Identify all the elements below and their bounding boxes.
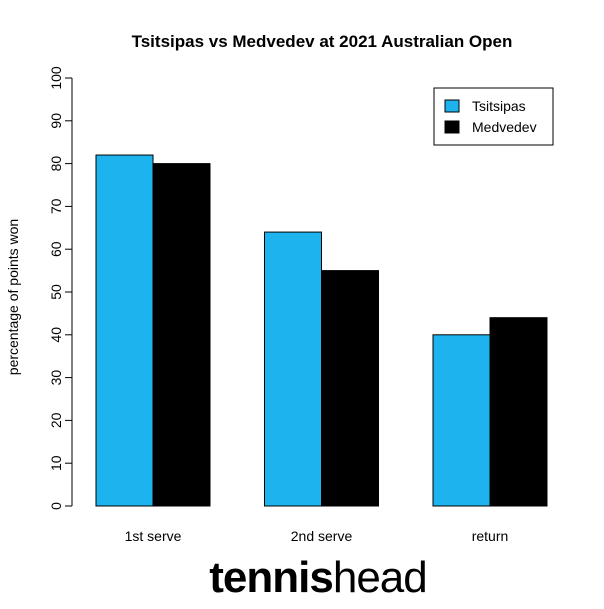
y-axis: 0 10 20 30 40 50 60 70 80 90 100: [48, 66, 73, 510]
bar-tsitsipas-3: [432, 334, 491, 507]
y-tick-label: 60: [48, 241, 64, 257]
y-tick-label: 90: [48, 113, 64, 129]
tennishead-logo: tennishead: [209, 553, 427, 602]
y-tick-label: 20: [48, 412, 64, 428]
y-tick-label: 100: [48, 66, 64, 90]
legend-swatch-medvedev: [444, 120, 460, 134]
y-tick-label: 70: [48, 198, 64, 214]
x-tick-labels: 1st serve 2nd serve return: [125, 528, 509, 544]
y-tick-label: 10: [48, 455, 64, 471]
legend-label-medvedev: Medvedev: [472, 119, 537, 135]
legend-label-tsitsipas: Tsitsipas: [472, 98, 526, 114]
bar-tsitsipas-1: [95, 154, 154, 507]
logo-text: tennishead: [209, 553, 426, 602]
bar-medvedev-2: [321, 270, 379, 507]
y-tick-label: 30: [48, 370, 64, 386]
bars: [95, 154, 548, 507]
y-tick-label: 50: [48, 284, 64, 300]
legend: Tsitsipas Medvedev: [433, 87, 554, 146]
chart-title: Tsitsipas vs Medvedev at 2021 Australian…: [132, 32, 513, 51]
bar-tsitsipas-2: [264, 231, 322, 507]
logo-part-2: head: [333, 553, 427, 602]
legend-box: [433, 87, 554, 146]
x-tick-label: 1st serve: [125, 528, 182, 544]
y-tick-label: 80: [48, 156, 64, 172]
legend-swatch-tsitsipas: [444, 99, 460, 113]
logo-part-1: tennis: [209, 553, 333, 602]
bar-medvedev-1: [152, 163, 211, 507]
bar-medvedev-3: [489, 317, 548, 507]
y-tick-label: 0: [48, 502, 64, 510]
y-tick-label: 40: [48, 327, 64, 343]
x-tick-label: 2nd serve: [291, 528, 353, 544]
y-axis-label: percentage of points won: [5, 219, 21, 375]
x-tick-label: return: [472, 528, 509, 544]
